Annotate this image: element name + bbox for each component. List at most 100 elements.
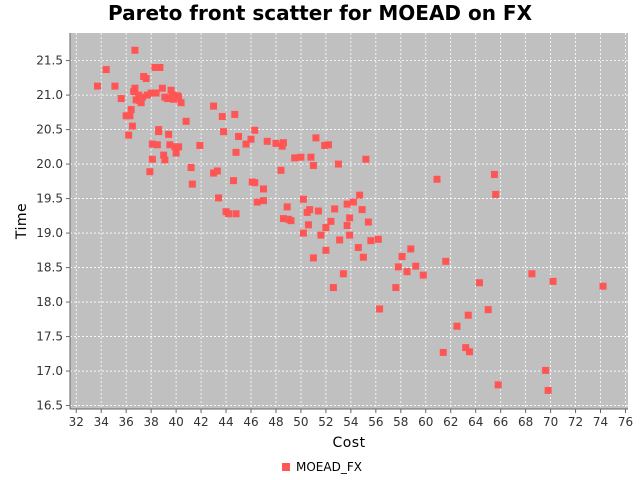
x-ticks: 32 34 36 38 40 42 44 46 48 50 52 54 56 58 60 62 64 66 68 70… [69,409,633,429]
data-point [102,66,110,74]
data-point [367,237,375,245]
x-tick-label: 44 [218,415,233,429]
data-point [358,206,366,214]
data-point [128,122,136,130]
data-point [299,229,307,237]
data-point [322,246,330,254]
data-point [213,167,221,175]
x-tick-label: 56 [368,415,383,429]
data-point [299,195,307,203]
data-point [346,231,354,239]
data-point [182,117,190,125]
x-tick-label: 74 [593,415,608,429]
data-point [465,348,473,356]
data-point [321,141,329,149]
data-point [307,153,315,161]
y-tick-label: 19.5 [36,192,63,206]
data-point [137,99,145,107]
data-point [210,169,218,177]
data-point [235,132,243,140]
data-point [143,91,151,99]
y-tick-label: 18.0 [36,295,63,309]
data-point [304,221,312,229]
data-point [148,155,156,163]
y-tick-label: 18.5 [36,261,63,275]
data-point [155,126,163,134]
data-point [231,110,239,118]
data-point [324,141,332,149]
data-point [161,156,169,164]
data-point [147,89,155,97]
data-point [492,190,500,198]
data-point [151,63,159,71]
data-point [125,131,133,139]
data-point [126,112,134,120]
data-point [309,254,317,262]
data-point [251,179,259,187]
data-point [156,63,164,71]
data-point [163,95,171,103]
data-point [210,102,218,110]
x-tick-label: 68 [518,415,533,429]
data-point [494,381,502,389]
data-point [297,153,305,161]
data-point [354,244,362,252]
data-point [312,134,320,142]
data-point [132,96,140,104]
x-tick-label: 34 [94,415,109,429]
data-point [464,311,472,319]
data-point [442,257,450,265]
x-tick-label: 62 [443,415,458,429]
scatter-points [93,46,607,394]
data-point [403,268,411,276]
data-point [196,141,204,149]
data-point [153,141,161,149]
y-tick-label: 19.0 [36,226,63,240]
data-point [277,166,285,174]
data-point [412,262,420,270]
x-tick-label: 72 [568,415,583,429]
data-point [232,148,240,156]
data-point [168,91,176,99]
x-tick-label: 70 [543,415,558,429]
data-point [334,160,342,168]
x-axis-label: Cost [332,435,365,451]
data-point [127,106,135,114]
data-point [188,180,196,188]
data-point [439,348,447,356]
data-point [376,305,384,313]
data-point [146,168,154,176]
data-point [364,218,372,226]
data-point [314,207,322,215]
data-point [329,284,337,292]
data-point [148,140,156,148]
data-point [218,112,226,120]
chart-title: Pareto front scatter for MOEAD on FX [108,1,533,25]
data-point [166,141,174,149]
y-tick-label: 21.5 [36,54,63,68]
x-tick-label: 42 [193,415,208,429]
data-point [93,82,101,90]
data-point [225,210,233,218]
y-tick-label: 16.5 [36,399,63,413]
data-point [242,140,250,148]
x-tick-label: 36 [119,415,134,429]
data-point [122,112,130,120]
y-tick-label: 21.0 [36,88,63,102]
data-point [165,130,173,138]
data-point [232,210,240,218]
data-point [346,214,354,222]
data-point [220,128,228,136]
y-axis-label: Time [14,203,30,240]
data-point [544,386,552,394]
x-tick-label: 46 [243,415,258,429]
data-point [343,221,351,229]
x-tick-label: 32 [69,415,84,429]
data-point [484,306,492,314]
data-point [230,177,238,185]
data-point [336,236,344,244]
data-point [331,205,339,213]
data-point [138,93,146,101]
data-point [283,203,291,211]
data-point [462,344,470,352]
